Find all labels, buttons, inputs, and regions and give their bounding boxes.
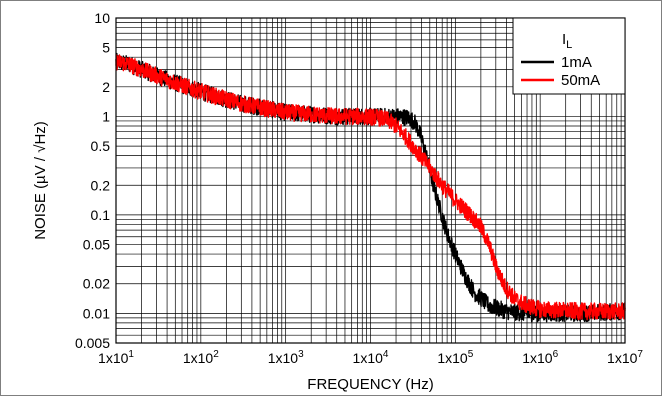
series-line-50ma bbox=[115, 54, 626, 321]
x-tick-label: 1x101 bbox=[98, 349, 134, 366]
y-tick-label: 0.005 bbox=[75, 335, 110, 351]
x-tick-label: 1x103 bbox=[268, 349, 304, 366]
y-tick-label: 0.2 bbox=[91, 177, 111, 193]
y-tick-label: 0.02 bbox=[83, 276, 110, 292]
legend-label-1ma: 1mA bbox=[561, 54, 592, 71]
y-tick-label: 5 bbox=[102, 40, 110, 56]
x-tick-label: 1x105 bbox=[437, 349, 473, 366]
plot-frame bbox=[115, 17, 626, 344]
legend-title: IL bbox=[562, 31, 572, 51]
x-axis-label: FREQUENCY (Hz) bbox=[307, 376, 433, 393]
y-axis-label: NOISE (µV / √Hz) bbox=[32, 121, 49, 240]
y-tick-label: 0.1 bbox=[91, 207, 111, 223]
y-tick-label: 0.5 bbox=[91, 138, 111, 154]
y-tick-label: 2 bbox=[102, 79, 110, 95]
x-tick-label: 1x106 bbox=[522, 349, 558, 366]
y-tick-label: 0.05 bbox=[83, 237, 110, 253]
y-tick-label: 1 bbox=[102, 108, 110, 124]
y-tick-label: 10 bbox=[94, 10, 110, 26]
legend-box bbox=[512, 17, 626, 95]
x-tick-label: 1x104 bbox=[353, 349, 389, 366]
y-tick-label: 0.01 bbox=[83, 305, 110, 321]
x-tick-label: 1x102 bbox=[183, 349, 219, 366]
legend-label-50ma: 50mA bbox=[561, 72, 600, 89]
x-tick-label: 1x107 bbox=[607, 349, 643, 366]
